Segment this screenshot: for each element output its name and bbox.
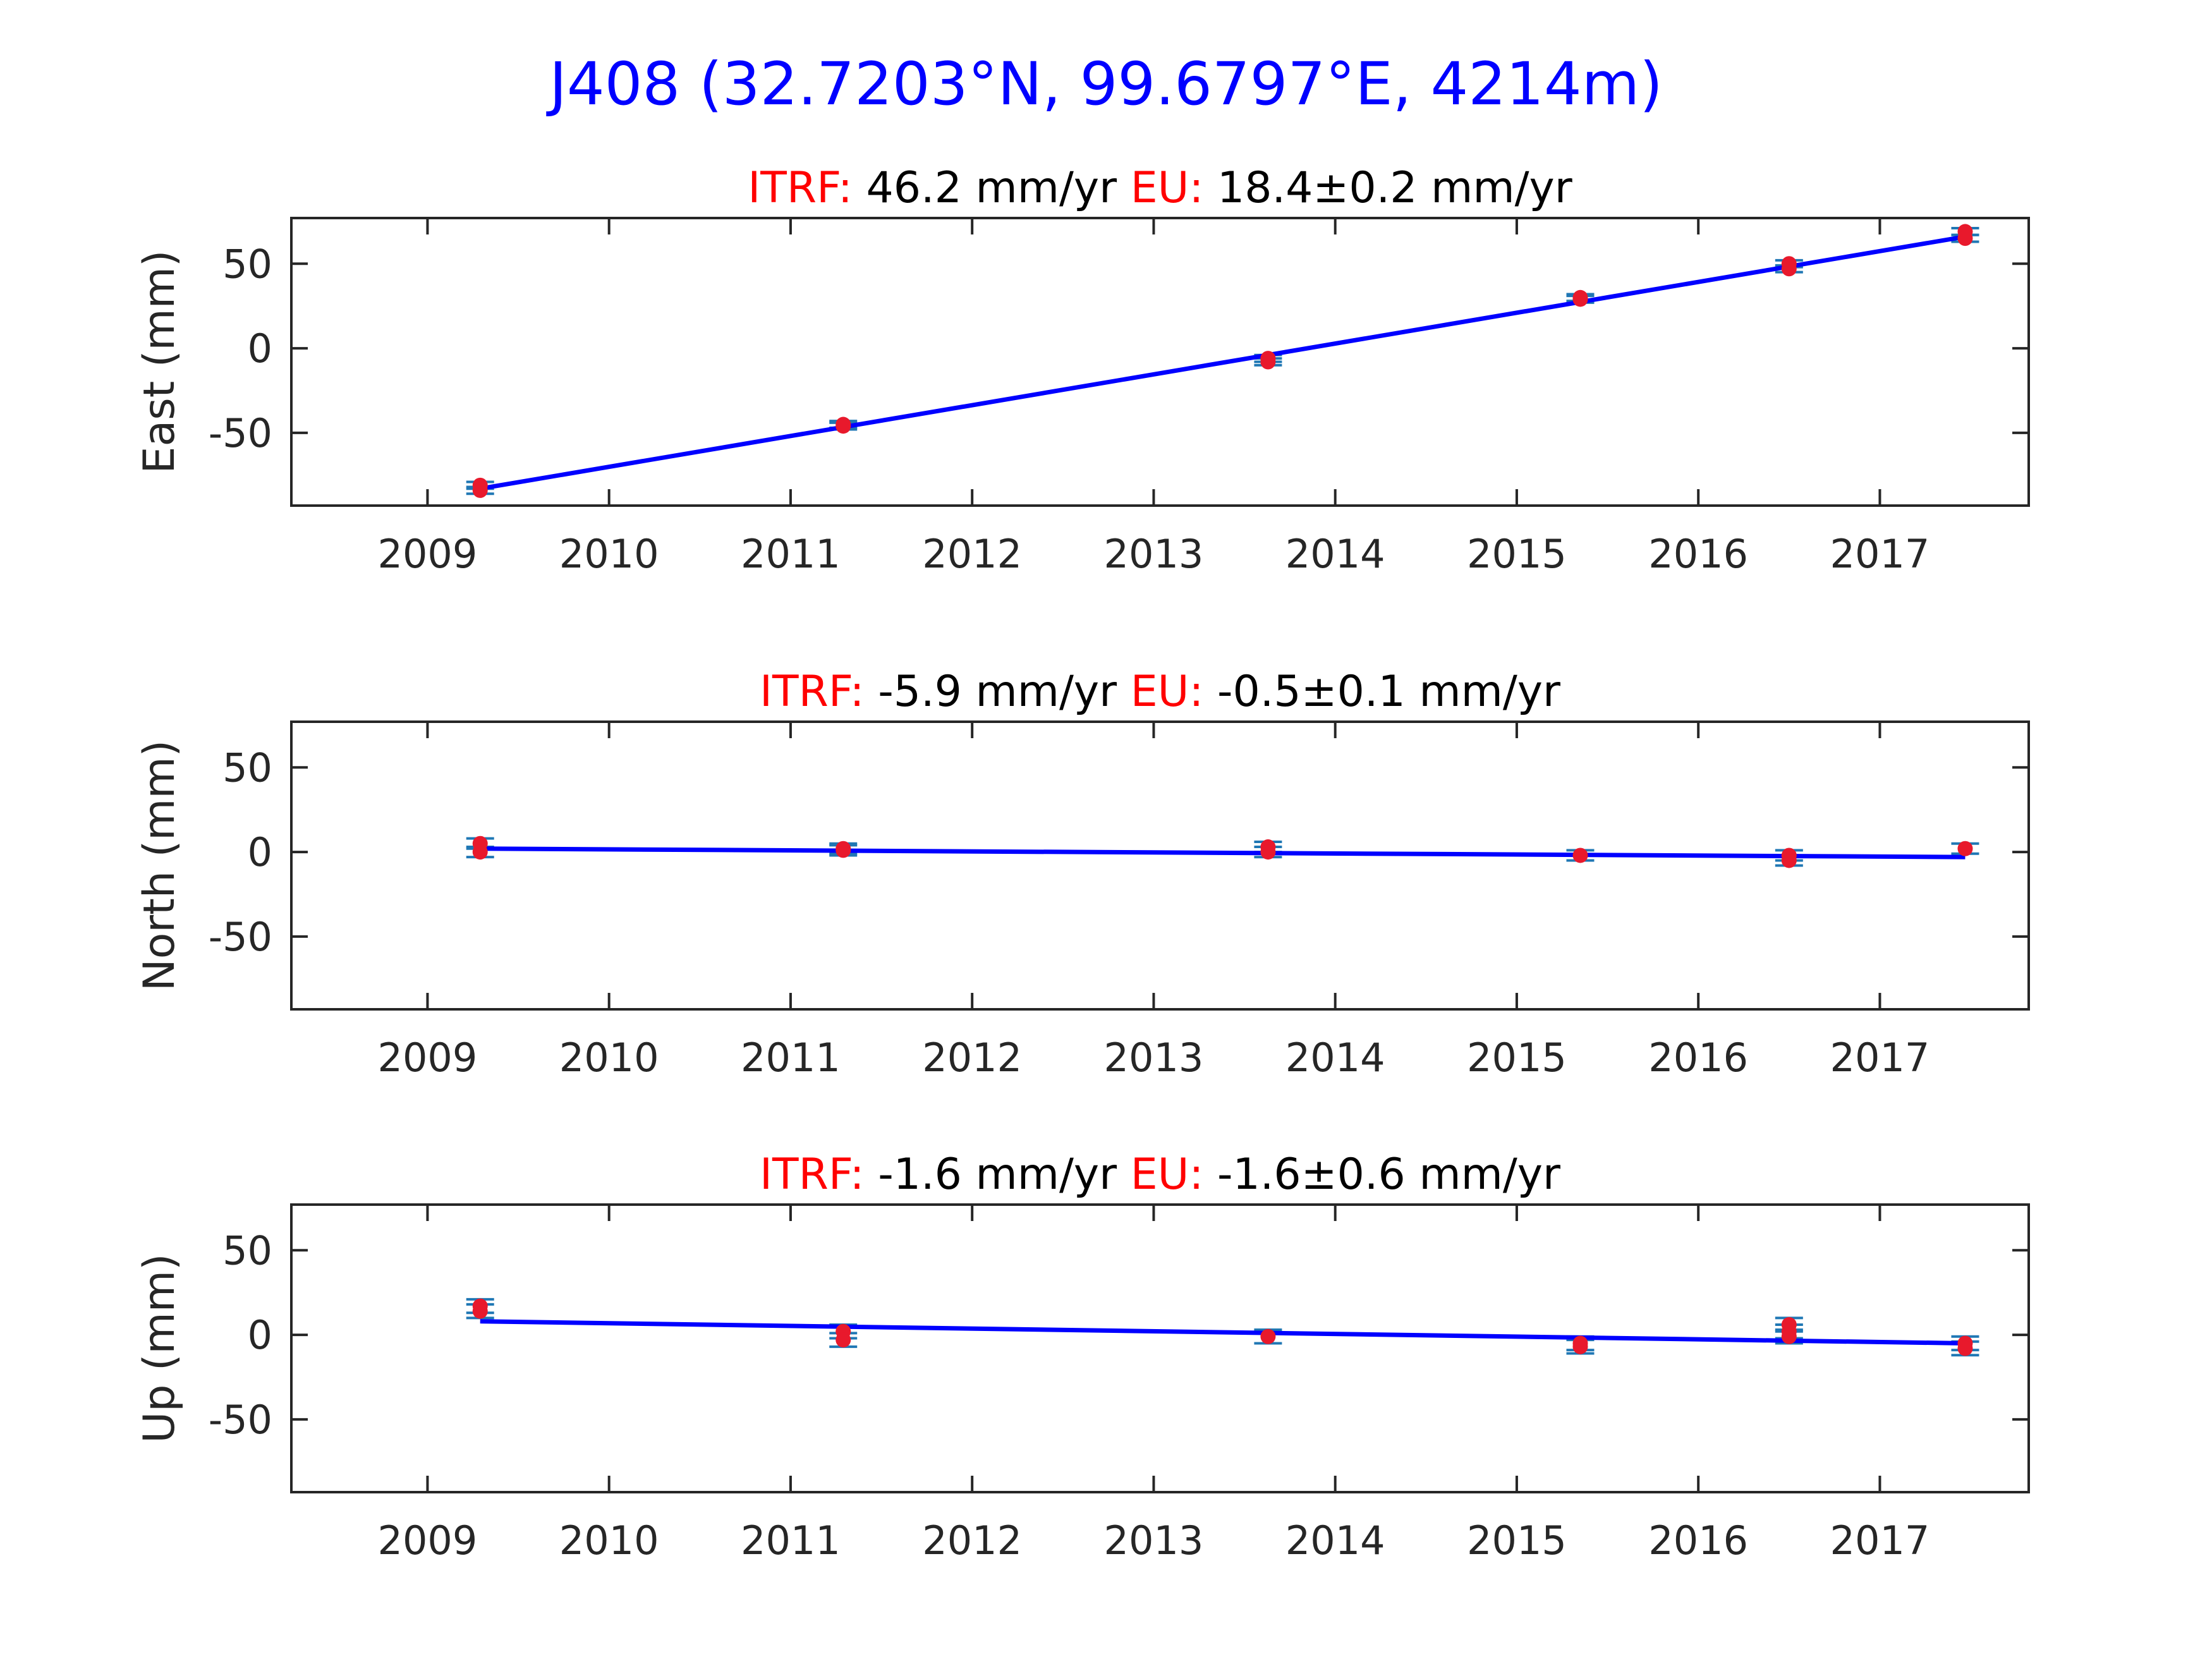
- x-tick-label: 2015: [1467, 1517, 1567, 1564]
- x-tick-label: 2012: [922, 531, 1022, 577]
- panel-title: ITRF: -5.9 mm/yr EU: -0.5±0.1 mm/yr: [760, 667, 1560, 717]
- data-point: [1260, 844, 1276, 860]
- title-itrf-label: ITRF:: [760, 1150, 865, 1200]
- data-point: [1781, 1328, 1797, 1344]
- x-tick-label: 2016: [1648, 531, 1748, 577]
- x-tick-label: 2015: [1467, 1035, 1567, 1081]
- data-point: [836, 418, 851, 434]
- x-tick-label: 2011: [741, 1035, 841, 1081]
- x-tick-label: 2013: [1104, 1517, 1204, 1564]
- y-tick-label: -50: [209, 410, 272, 456]
- y-axis-label: Up (mm): [135, 1253, 185, 1443]
- x-tick-label: 2009: [378, 1517, 478, 1564]
- title-eu-label: EU:: [1131, 1150, 1204, 1200]
- axes-frame: [290, 720, 2030, 1011]
- x-tick-label: 2010: [559, 1035, 659, 1081]
- x-tick-label: 2012: [922, 1517, 1022, 1564]
- panel-1: ITRF: 46.2 mm/yr EU: 18.4±0.2 mm/yr 2009 2…: [135, 163, 2030, 577]
- y-tick-label: 0: [248, 829, 272, 875]
- data-point: [472, 1303, 488, 1319]
- fit-line: [480, 234, 1966, 491]
- x-tick-label: 2014: [1285, 1517, 1385, 1564]
- data-point: [1957, 841, 1973, 856]
- title-eu-label: EU:: [1131, 667, 1204, 717]
- data-point: [1957, 231, 1973, 246]
- y-axis-label: East (mm): [135, 250, 185, 474]
- title-itrf-value: 46.2 mm/yr: [866, 163, 1117, 213]
- y-tick-label: 50: [222, 744, 272, 791]
- x-tick-label: 2010: [559, 1517, 659, 1564]
- y-tick-label: -50: [209, 1397, 272, 1443]
- y-tick-label: 0: [248, 325, 272, 372]
- x-tick-label: 2011: [741, 531, 841, 577]
- panels: ITRF: 46.2 mm/yr EU: 18.4±0.2 mm/yr 2009 2…: [135, 163, 2030, 1564]
- x-tick-label: 2013: [1104, 1035, 1204, 1081]
- x-tick-label: 2013: [1104, 531, 1204, 577]
- x-tick-label: 2014: [1285, 531, 1385, 577]
- x-tick-label: 2016: [1648, 1517, 1748, 1564]
- x-tick-label: 2014: [1285, 1035, 1385, 1081]
- data-point: [1260, 354, 1276, 370]
- title-eu-value: -1.6±0.6 mm/yr: [1217, 1150, 1560, 1200]
- title-eu-value: -0.5±0.1 mm/yr: [1217, 667, 1560, 717]
- axes-frame: [290, 1203, 2030, 1493]
- title-itrf-value: -5.9 mm/yr: [878, 667, 1117, 717]
- x-tick-label: 2015: [1467, 531, 1567, 577]
- y-tick-label: -50: [209, 914, 272, 960]
- title-itrf-label: ITRF:: [760, 667, 865, 717]
- x-tick-label: 2010: [559, 531, 659, 577]
- x-tick-label: 2017: [1830, 531, 1930, 577]
- data-point: [1572, 289, 1588, 305]
- y-tick-label: 50: [222, 1227, 272, 1273]
- y-tick-label: 50: [222, 241, 272, 287]
- panel-title: ITRF: 46.2 mm/yr EU: 18.4±0.2 mm/yr: [748, 163, 1572, 213]
- panel-title: ITRF: -1.6 mm/yr EU: -1.6±0.6 mm/yr: [760, 1150, 1560, 1200]
- x-tick-label: 2009: [378, 531, 478, 577]
- y-axis-label: North (mm): [135, 740, 185, 991]
- fit-line: [480, 1319, 1966, 1346]
- x-tick-label: 2012: [922, 1035, 1022, 1081]
- x-tick-label: 2016: [1648, 1035, 1748, 1081]
- figure-title: J408 (32.7203°N, 99.6797°E, 4214m): [546, 50, 1663, 119]
- x-tick-label: 2017: [1830, 1517, 1930, 1564]
- panel-3: ITRF: -1.6 mm/yr EU: -1.6±0.6 mm/yr 2009 2…: [135, 1150, 2030, 1564]
- x-tick-label: 2009: [378, 1035, 478, 1081]
- x-tick-label: 2017: [1830, 1035, 1930, 1081]
- panel-2: ITRF: -5.9 mm/yr EU: -0.5±0.1 mm/yr 2009 2…: [135, 667, 2030, 1081]
- fit-line: [480, 846, 1966, 860]
- data-point: [1260, 1328, 1276, 1344]
- data-point: [472, 482, 488, 498]
- data-point: [1572, 848, 1588, 863]
- title-eu-label: EU:: [1131, 163, 1204, 213]
- x-tick-label: 2011: [741, 1517, 841, 1564]
- title-itrf-value: -1.6 mm/yr: [878, 1150, 1117, 1200]
- data-point: [1781, 261, 1797, 277]
- title-eu-value: 18.4±0.2 mm/yr: [1217, 163, 1572, 213]
- axes-frame: [290, 217, 2030, 507]
- data-point: [836, 842, 851, 858]
- data-point: [1572, 1339, 1588, 1354]
- data-point: [836, 1332, 851, 1348]
- data-point: [1957, 1340, 1973, 1356]
- data-point: [1781, 853, 1797, 868]
- y-tick-label: 0: [248, 1312, 272, 1358]
- title-itrf-label: ITRF:: [748, 163, 853, 213]
- data-point: [472, 844, 488, 860]
